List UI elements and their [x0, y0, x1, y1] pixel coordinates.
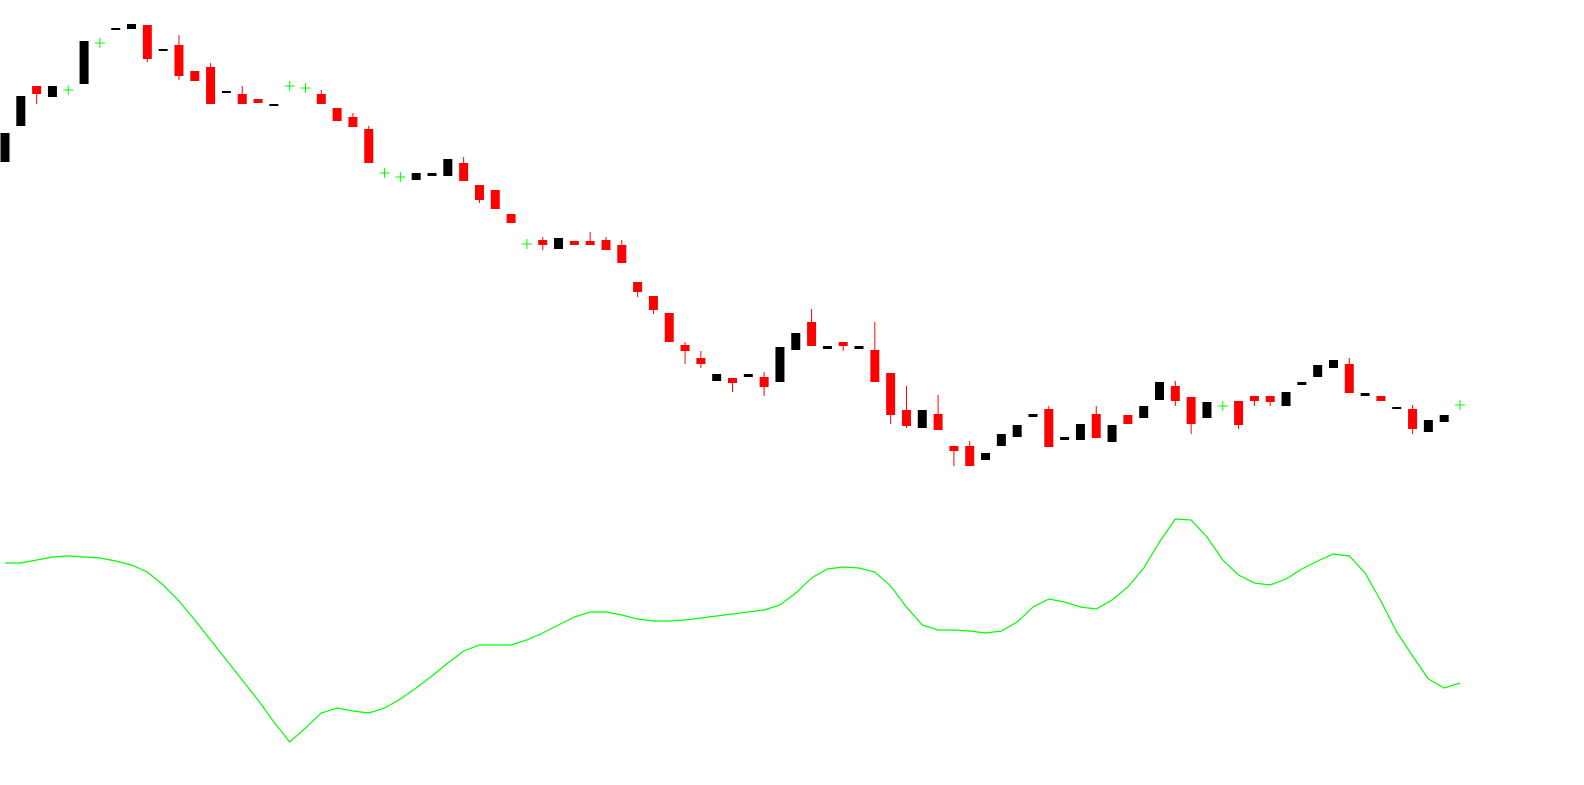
candle-body: [316, 94, 326, 104]
candle-body: [1408, 409, 1418, 429]
candle-body: [1328, 360, 1338, 368]
candle-body: [1139, 406, 1149, 418]
candle-body: [822, 346, 832, 349]
candle-body: [0, 133, 10, 162]
candle-body: [158, 49, 168, 51]
candle-body: [16, 96, 26, 126]
candle-body: [838, 342, 848, 346]
candle-body: [886, 373, 896, 415]
candle-body: [506, 214, 516, 223]
candle-body: [32, 86, 42, 94]
candle-body: [269, 104, 279, 106]
candle-body: [253, 99, 263, 103]
candle-body: [601, 240, 611, 250]
candle-body: [680, 345, 690, 351]
candle-body: [743, 374, 753, 377]
candle-body: [554, 238, 564, 249]
candle-body: [1392, 407, 1402, 409]
candle-body: [1155, 382, 1165, 400]
candle-body: [569, 241, 579, 245]
candle-body: [1202, 402, 1212, 418]
candle-body: [633, 282, 643, 292]
candle-body: [996, 434, 1006, 446]
candle-body: [712, 374, 722, 381]
candle-body: [1297, 382, 1307, 385]
candle-body: [1075, 424, 1085, 440]
candle-body: [47, 86, 57, 97]
candle-body: [1107, 425, 1117, 442]
candle-body: [221, 91, 231, 93]
candle-body: [1376, 396, 1386, 401]
candle-body: [759, 377, 769, 387]
candle-body: [728, 378, 737, 383]
candle-body: [1281, 392, 1291, 406]
candle-body: [648, 296, 658, 310]
candle-body: [190, 71, 200, 81]
candle-body: [617, 245, 627, 263]
candle-body: [1170, 386, 1180, 401]
candle-body: [1344, 364, 1354, 393]
candle-body: [490, 190, 500, 209]
candle-body: [1234, 401, 1244, 425]
candle-body: [1439, 415, 1449, 422]
candle-body: [917, 410, 927, 428]
candle-body: [933, 414, 943, 430]
candle-body: [1060, 437, 1070, 440]
candle-body: [237, 94, 247, 104]
candle-body: [332, 108, 342, 121]
candle-body: [981, 453, 991, 460]
candle-body: [127, 24, 137, 29]
candle-body: [901, 410, 911, 426]
candle-body: [1091, 414, 1101, 438]
candle-body: [111, 28, 121, 30]
candle-body: [807, 322, 817, 346]
candle-body: [364, 129, 374, 163]
candle-body: [1044, 409, 1054, 447]
candle-body: [1265, 396, 1275, 402]
candle-body: [538, 240, 548, 245]
candle-body: [1360, 393, 1370, 396]
candle-body: [791, 333, 801, 350]
candle-body: [696, 358, 706, 364]
candle-body: [474, 185, 484, 200]
candle-body: [443, 159, 453, 176]
candle-body: [854, 346, 864, 349]
candle-body: [1313, 365, 1323, 377]
candle-body: [1423, 420, 1433, 432]
candle-body: [664, 313, 674, 342]
candle-body: [775, 347, 785, 382]
candle-body: [949, 446, 959, 451]
candle-body: [348, 117, 358, 127]
candle-body: [965, 446, 975, 466]
candle-body: [870, 350, 880, 382]
candle-body: [427, 173, 437, 176]
candle-body: [79, 41, 89, 84]
candle-body: [1249, 396, 1259, 401]
candle-body: [142, 25, 152, 59]
indicator-line: [5, 518, 1461, 743]
candle-body: [1028, 414, 1038, 417]
candle-body: [411, 173, 421, 180]
candle-body: [459, 163, 469, 181]
candle-body: [1123, 415, 1133, 424]
candle-body: [585, 241, 595, 245]
candle-body: [1012, 425, 1022, 437]
candle-body: [174, 45, 184, 76]
candle-body: [206, 67, 216, 104]
candle-body: [1186, 397, 1196, 424]
